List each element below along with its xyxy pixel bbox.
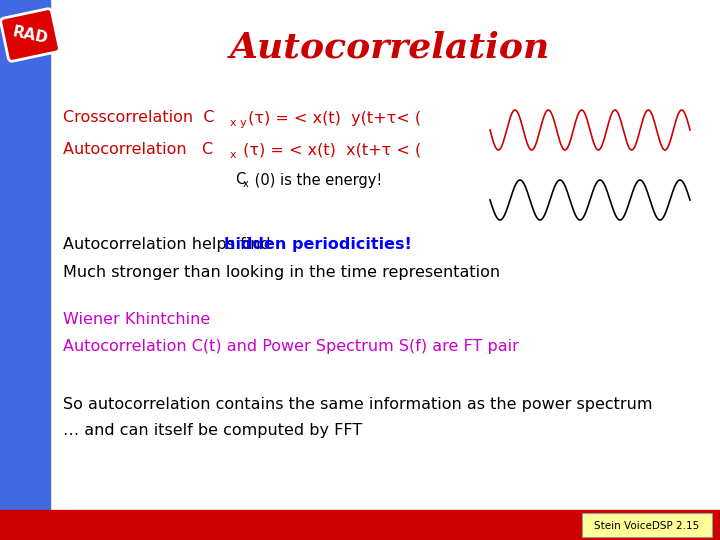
Text: Wiener Khintchine: Wiener Khintchine — [63, 313, 210, 327]
Text: … and can itself be computed by FFT: … and can itself be computed by FFT — [63, 422, 362, 437]
Text: (τ) = < x(t)  y(t+τ< (: (τ) = < x(t) y(t+τ< ( — [243, 111, 421, 125]
Bar — [0, 510, 720, 540]
Text: Autocorrelation C(t) and Power Spectrum S(f) are FT pair: Autocorrelation C(t) and Power Spectrum … — [63, 340, 519, 354]
Text: Stein VoiceDSP 2.15: Stein VoiceDSP 2.15 — [595, 521, 700, 531]
Text: So autocorrelation contains the same information as the power spectrum: So autocorrelation contains the same inf… — [63, 397, 652, 413]
FancyBboxPatch shape — [1, 9, 59, 61]
Text: (τ) = < x(t)  x(t+τ < (: (τ) = < x(t) x(t+τ < ( — [238, 143, 421, 158]
Text: Autocorrelation   C: Autocorrelation C — [63, 143, 213, 158]
Text: Crosscorrelation  C: Crosscorrelation C — [63, 111, 215, 125]
Text: Autocorrelation: Autocorrelation — [230, 31, 550, 65]
Text: (0) is the energy!: (0) is the energy! — [250, 172, 382, 187]
Text: x y: x y — [230, 118, 247, 128]
Text: Much stronger than looking in the time representation: Much stronger than looking in the time r… — [63, 266, 500, 280]
Bar — [0, 0, 50, 540]
FancyBboxPatch shape — [582, 513, 712, 537]
Text: Autocorrelation helps find: Autocorrelation helps find — [63, 238, 276, 253]
Text: C: C — [235, 172, 246, 187]
Text: x: x — [243, 179, 248, 189]
Text: x: x — [230, 150, 237, 160]
Text: hidden periodicities!: hidden periodicities! — [224, 238, 412, 253]
Text: RAD: RAD — [11, 24, 49, 46]
